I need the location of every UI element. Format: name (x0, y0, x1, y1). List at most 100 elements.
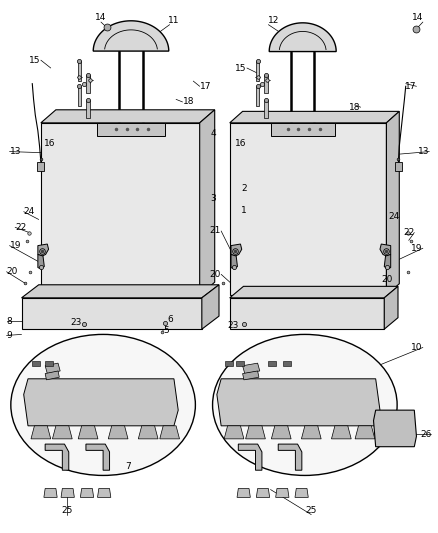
Polygon shape (243, 363, 260, 374)
Text: 24: 24 (388, 212, 399, 221)
Polygon shape (230, 123, 386, 295)
Polygon shape (86, 444, 110, 470)
Text: 16: 16 (44, 139, 56, 148)
Polygon shape (230, 298, 384, 329)
Text: 10: 10 (411, 343, 423, 352)
Text: 13: 13 (418, 147, 429, 156)
Text: 23: 23 (227, 320, 238, 329)
Polygon shape (384, 286, 398, 329)
FancyBboxPatch shape (265, 100, 268, 118)
Text: 4: 4 (210, 129, 216, 138)
Text: 13: 13 (10, 147, 21, 156)
Polygon shape (108, 426, 128, 439)
Bar (236, 360, 244, 366)
Polygon shape (243, 371, 259, 380)
Polygon shape (45, 371, 59, 380)
Text: 19: 19 (411, 244, 423, 253)
Polygon shape (98, 488, 111, 497)
Text: 17: 17 (200, 82, 211, 91)
Polygon shape (21, 285, 219, 298)
FancyBboxPatch shape (78, 61, 81, 80)
FancyBboxPatch shape (86, 75, 90, 93)
Text: 26: 26 (420, 430, 431, 439)
Polygon shape (217, 379, 380, 426)
Text: 11: 11 (167, 15, 179, 25)
Text: 14: 14 (412, 13, 423, 22)
Polygon shape (160, 426, 180, 439)
FancyBboxPatch shape (78, 86, 81, 106)
FancyBboxPatch shape (256, 86, 259, 106)
Polygon shape (93, 21, 169, 51)
Ellipse shape (11, 334, 195, 475)
Polygon shape (269, 23, 336, 52)
Text: 25: 25 (61, 506, 72, 515)
Polygon shape (276, 488, 289, 497)
Text: 19: 19 (10, 241, 21, 250)
Text: 12: 12 (268, 15, 280, 25)
Text: 8: 8 (7, 317, 12, 326)
Bar (268, 360, 276, 366)
Text: 25: 25 (306, 506, 317, 515)
Text: 17: 17 (405, 82, 417, 91)
Polygon shape (231, 254, 237, 269)
Polygon shape (295, 488, 308, 497)
FancyBboxPatch shape (256, 61, 259, 80)
Polygon shape (384, 254, 391, 269)
Text: 9: 9 (7, 331, 12, 340)
Polygon shape (45, 444, 69, 470)
Polygon shape (200, 110, 215, 295)
Bar (226, 360, 233, 366)
Polygon shape (237, 488, 251, 497)
Polygon shape (224, 426, 244, 439)
Polygon shape (246, 426, 265, 439)
Text: 15: 15 (29, 55, 41, 64)
Text: 20: 20 (7, 267, 18, 276)
Polygon shape (45, 363, 60, 374)
Polygon shape (202, 285, 219, 329)
Polygon shape (380, 244, 391, 256)
Polygon shape (80, 488, 94, 497)
Polygon shape (38, 244, 49, 256)
Polygon shape (61, 488, 74, 497)
Polygon shape (231, 244, 242, 256)
FancyBboxPatch shape (86, 100, 90, 118)
Polygon shape (256, 488, 270, 497)
Polygon shape (395, 162, 402, 172)
FancyBboxPatch shape (265, 75, 268, 93)
Polygon shape (374, 410, 417, 447)
Text: 21: 21 (210, 227, 221, 236)
Text: 2: 2 (241, 184, 247, 192)
Polygon shape (332, 426, 351, 439)
Text: 24: 24 (24, 207, 35, 216)
Bar (45, 360, 53, 366)
Bar (283, 360, 291, 366)
Polygon shape (38, 254, 44, 269)
Text: 5: 5 (163, 326, 169, 335)
Text: 18: 18 (183, 98, 194, 107)
Text: 3: 3 (210, 194, 216, 203)
Polygon shape (24, 379, 178, 426)
Polygon shape (386, 111, 399, 295)
Ellipse shape (212, 334, 397, 475)
Bar (32, 360, 40, 366)
Text: 22: 22 (15, 223, 26, 232)
Text: 15: 15 (235, 63, 247, 72)
Text: 18: 18 (349, 103, 360, 112)
Text: 16: 16 (235, 139, 247, 148)
Text: 22: 22 (403, 228, 414, 237)
Polygon shape (78, 426, 98, 439)
Polygon shape (31, 426, 51, 439)
Text: 20: 20 (210, 270, 221, 279)
Polygon shape (355, 426, 375, 439)
Polygon shape (230, 111, 399, 123)
Polygon shape (238, 444, 262, 470)
Text: 6: 6 (167, 316, 173, 324)
Polygon shape (37, 162, 44, 172)
Polygon shape (41, 110, 215, 123)
Polygon shape (138, 426, 158, 439)
Text: 23: 23 (70, 318, 81, 327)
Polygon shape (278, 444, 302, 470)
Polygon shape (230, 286, 398, 298)
Text: 20: 20 (381, 275, 393, 284)
Polygon shape (21, 298, 202, 329)
